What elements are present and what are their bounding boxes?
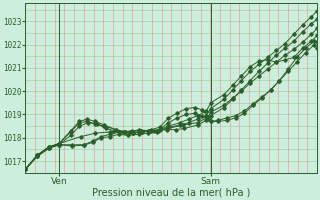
X-axis label: Pression niveau de la mer( hPa ): Pression niveau de la mer( hPa ) bbox=[92, 187, 251, 197]
